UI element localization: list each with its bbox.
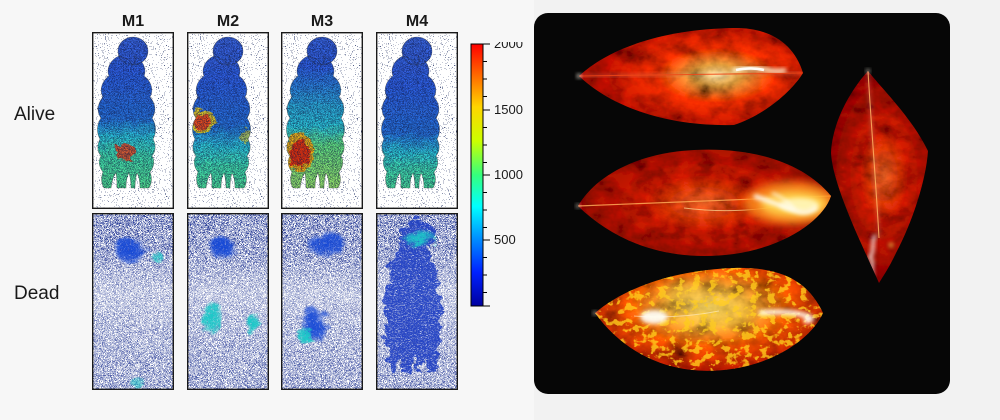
svg-text:1000: 1000	[494, 167, 523, 182]
svg-text:2000: 2000	[494, 42, 523, 51]
svg-text:1500: 1500	[494, 102, 523, 117]
svg-text:500: 500	[494, 232, 516, 247]
